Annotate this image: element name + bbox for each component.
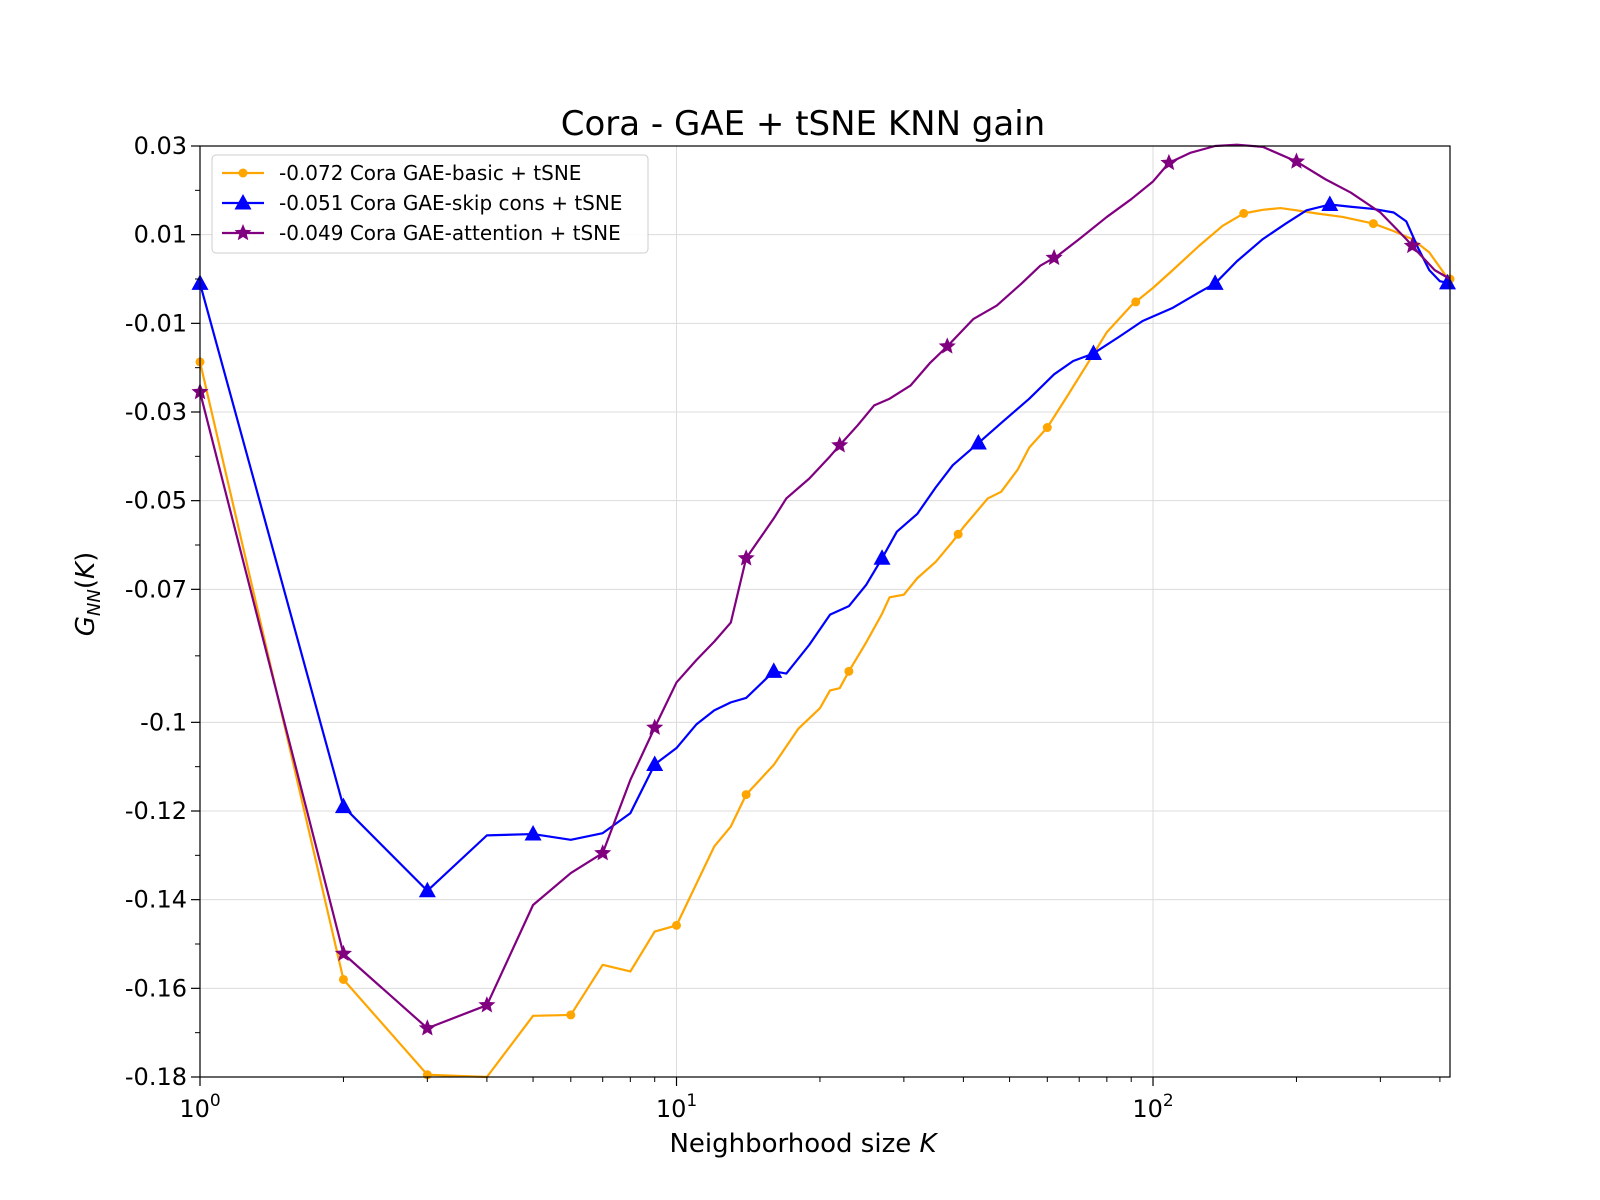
plot-frame <box>199 145 1451 1078</box>
y-tick-label: -0.18 <box>125 1063 187 1091</box>
legend-marker <box>234 194 252 210</box>
data-point <box>1287 152 1306 169</box>
grid <box>199 145 1450 1078</box>
data-point <box>646 755 664 771</box>
axes: 0.03 0.01 -0.01 -0.03 -0.05 -0.07 -0.1 -0.12 -0.… <box>125 132 1441 1123</box>
data-point <box>969 434 987 450</box>
y-tick-label: 0.03 <box>134 132 187 160</box>
data-point <box>1403 236 1421 254</box>
data-point <box>1160 153 1178 171</box>
data-point <box>646 718 664 735</box>
legend-entry: -0.049 Cora GAE-attention + tSNE <box>279 221 621 245</box>
x-tick-label: 102 <box>1132 1091 1173 1123</box>
data-point <box>524 825 542 841</box>
data-point <box>1368 219 1378 229</box>
data-point <box>741 790 751 800</box>
legend-entry: -0.072 Cora GAE-basic + tSNE <box>279 161 581 185</box>
y-tick-label: -0.16 <box>125 974 187 1002</box>
data-point <box>1131 297 1141 307</box>
chart-title: Cora - GAE + tSNE KNN gain <box>561 104 1045 144</box>
data-point <box>418 881 436 898</box>
data-point <box>334 797 352 814</box>
y-tick-label: -0.01 <box>125 309 187 337</box>
data-point <box>566 1010 576 1020</box>
y-tick-label: -0.05 <box>125 487 187 515</box>
data-point <box>418 1019 436 1036</box>
legend-entry: -0.051 Cora GAE-skip cons + tSNE <box>279 191 622 215</box>
y-axis-label: GNN(K) <box>71 552 105 636</box>
data-point <box>594 844 612 861</box>
legend-box <box>211 154 649 254</box>
y-tick-label: 0.01 <box>134 221 187 249</box>
legend-marker <box>234 224 252 241</box>
data-point <box>672 920 682 930</box>
data-point <box>844 666 854 676</box>
data-point <box>737 549 755 566</box>
data-point <box>1239 208 1249 218</box>
series-1 <box>195 206 1455 1080</box>
data-point <box>831 436 849 453</box>
x-axis-label: Neighborhood size K <box>669 1129 938 1159</box>
data-point <box>1042 423 1052 433</box>
series-group <box>191 143 1457 1080</box>
y-tick-label: -0.03 <box>125 398 187 426</box>
data-point <box>953 529 963 539</box>
x-tick-label: 100 <box>179 1091 220 1123</box>
data-point <box>1084 344 1102 360</box>
series-line <box>198 206 1451 1079</box>
y-tick-label: -0.07 <box>125 575 187 603</box>
data-point <box>338 974 348 984</box>
legend: -0.072 Cora GAE-basic + tSNE -0.051 Cora … <box>211 154 649 254</box>
series-2 <box>191 195 1457 898</box>
series-line <box>198 143 1451 1030</box>
y-tick-label: -0.12 <box>125 797 187 825</box>
data-point <box>938 337 956 354</box>
data-point <box>1045 248 1063 266</box>
data-point <box>1206 274 1224 290</box>
y-tick-label: -0.1 <box>140 708 187 736</box>
data-point <box>873 549 891 565</box>
y-tick-label: -0.14 <box>125 886 187 914</box>
data-point <box>765 662 783 678</box>
legend-marker <box>238 168 248 178</box>
series-line <box>198 203 1451 892</box>
data-point <box>478 996 496 1013</box>
data-point <box>334 944 352 962</box>
x-tick-label: 101 <box>656 1091 697 1123</box>
data-point <box>1439 273 1457 290</box>
series-3 <box>191 143 1451 1036</box>
data-point <box>1321 195 1339 212</box>
